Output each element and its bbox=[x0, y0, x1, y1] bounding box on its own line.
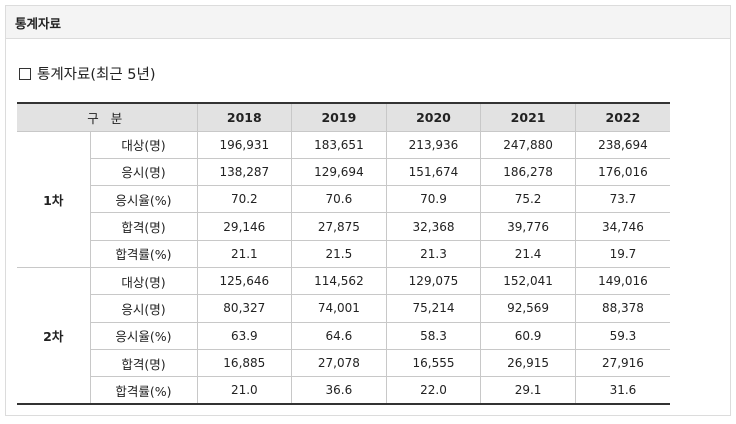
year-header: 2022 bbox=[574, 103, 670, 132]
year-header: 2021 bbox=[480, 103, 576, 132]
item-label: 응시(명) bbox=[90, 294, 198, 323]
value-cell: 21.1 bbox=[196, 239, 293, 268]
value-cell: 26,915 bbox=[480, 348, 576, 378]
panel-header: 통계자료 bbox=[6, 6, 730, 39]
table-row: 2차 대상(명) 125,646 114,562 129,075 152,041 149,0… bbox=[17, 266, 670, 405]
item-label: 합격률(%) bbox=[90, 239, 198, 268]
value-cell: 73.7 bbox=[574, 185, 670, 214]
year-header: 2020 bbox=[385, 103, 482, 132]
value-cell: 125,646 bbox=[196, 266, 293, 296]
value-cell: 149,016 bbox=[574, 266, 670, 296]
year-header: 2019 bbox=[291, 103, 387, 132]
item-label: 합격률(%) bbox=[90, 376, 198, 404]
value-cell: 21.4 bbox=[480, 239, 576, 268]
value-cell: 74,001 bbox=[291, 294, 387, 323]
item-label: 응시율(%) bbox=[90, 185, 198, 214]
item-label: 합격(명) bbox=[90, 212, 198, 241]
item-label: 응시율(%) bbox=[90, 321, 198, 350]
value-cell: 16,885 bbox=[196, 348, 293, 378]
table-row: 합격(명) 29,146 27,875 32,368 39,776 34,746 bbox=[17, 212, 670, 241]
round-label: 2차 bbox=[17, 266, 91, 405]
square-bullet-icon bbox=[19, 67, 31, 80]
value-cell: 39,776 bbox=[480, 212, 576, 241]
table-row: 합격(명) 16,885 27,078 16,555 26,915 27,916 bbox=[17, 348, 670, 378]
statistics-panel: 통계자료 통계자료(최근 5년) 구 분 2018 2019 2020 2021… bbox=[5, 5, 731, 416]
value-cell: 183,651 bbox=[291, 130, 387, 159]
value-cell: 58.3 bbox=[385, 321, 482, 350]
value-cell: 176,016 bbox=[574, 157, 670, 187]
value-cell: 213,936 bbox=[385, 130, 482, 159]
table-row: 응시(명) 138,287 129,694 151,674 186,278 176,016 bbox=[17, 157, 670, 187]
table-row: 응시(명) 80,327 74,001 75,214 92,569 88,378 bbox=[17, 294, 670, 323]
value-cell: 92,569 bbox=[480, 294, 576, 323]
value-cell: 75,214 bbox=[385, 294, 482, 323]
value-cell: 27,916 bbox=[574, 348, 670, 378]
value-cell: 75.2 bbox=[480, 185, 576, 214]
value-cell: 70.6 bbox=[291, 185, 387, 214]
value-cell: 129,075 bbox=[385, 266, 482, 296]
table-header-row: 구 분 2018 2019 2020 2021 2022 bbox=[17, 103, 670, 132]
value-cell: 19.7 bbox=[574, 239, 670, 268]
division-header: 구 분 bbox=[17, 103, 198, 132]
item-label: 합격(명) bbox=[90, 348, 198, 378]
table-row: 합격률(%) 21.1 21.5 21.3 21.4 19.7 bbox=[17, 239, 670, 268]
section-title: 통계자료(최근 5년) bbox=[19, 63, 156, 84]
table-row: 1차 대상(명) 196,931 183,651 213,936 247,880 238,6… bbox=[17, 130, 670, 268]
value-cell: 60.9 bbox=[480, 321, 576, 350]
value-cell: 80,327 bbox=[196, 294, 293, 323]
value-cell: 63.9 bbox=[196, 321, 293, 350]
value-cell: 70.9 bbox=[385, 185, 482, 214]
value-cell: 29.1 bbox=[480, 376, 576, 404]
value-cell: 114,562 bbox=[291, 266, 387, 296]
value-cell: 27,078 bbox=[291, 348, 387, 378]
value-cell: 21.5 bbox=[291, 239, 387, 268]
section-title-text: 통계자료(최근 5년) bbox=[37, 67, 156, 83]
year-header: 2018 bbox=[196, 103, 293, 132]
value-cell: 70.2 bbox=[196, 185, 293, 214]
value-cell: 129,694 bbox=[291, 157, 387, 187]
table-row: 합격률(%) 21.0 36.6 22.0 29.1 31.6 bbox=[17, 376, 670, 404]
value-cell: 22.0 bbox=[385, 376, 482, 404]
statistics-table: 구 분 2018 2019 2020 2021 2022 1차 대상(명) 196,… bbox=[17, 102, 670, 405]
value-cell: 29,146 bbox=[196, 212, 293, 241]
round-label: 1차 bbox=[17, 130, 91, 268]
value-cell: 88,378 bbox=[574, 294, 670, 323]
value-cell: 196,931 bbox=[196, 130, 293, 159]
value-cell: 59.3 bbox=[574, 321, 670, 350]
value-cell: 32,368 bbox=[385, 212, 482, 241]
value-cell: 138,287 bbox=[196, 157, 293, 187]
table-row: 응시율(%) 63.9 64.6 58.3 60.9 59.3 bbox=[17, 321, 670, 350]
value-cell: 64.6 bbox=[291, 321, 387, 350]
value-cell: 36.6 bbox=[291, 376, 387, 404]
value-cell: 31.6 bbox=[574, 376, 670, 404]
value-cell: 151,674 bbox=[385, 157, 482, 187]
item-label: 대상(명) bbox=[89, 130, 198, 159]
table-body: 1차 대상(명) 196,931 183,651 213,936 247,880 238,6… bbox=[17, 130, 670, 405]
value-cell: 16,555 bbox=[385, 348, 482, 378]
value-cell: 247,880 bbox=[480, 130, 576, 159]
panel-header-title: 통계자료 bbox=[15, 15, 62, 31]
value-cell: 238,694 bbox=[574, 130, 670, 159]
value-cell: 152,041 bbox=[480, 266, 576, 296]
value-cell: 21.3 bbox=[385, 239, 482, 268]
item-label: 응시(명) bbox=[90, 157, 198, 187]
item-label: 대상(명) bbox=[89, 266, 198, 296]
value-cell: 21.0 bbox=[196, 376, 293, 404]
value-cell: 186,278 bbox=[480, 157, 576, 187]
table-row: 응시율(%) 70.2 70.6 70.9 75.2 73.7 bbox=[17, 185, 670, 214]
value-cell: 27,875 bbox=[291, 212, 387, 241]
value-cell: 34,746 bbox=[574, 212, 670, 241]
